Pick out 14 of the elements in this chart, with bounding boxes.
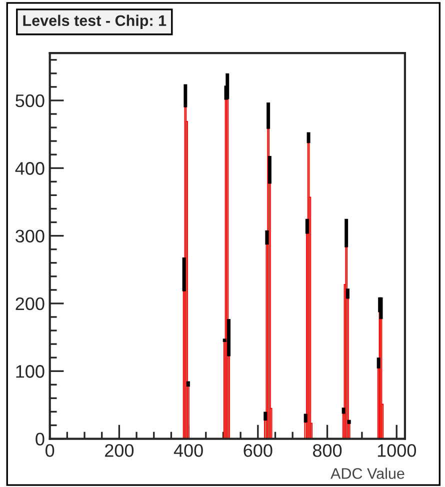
- y-tick-label: 100: [16, 365, 44, 378]
- x-tick-label: 1000: [378, 444, 416, 457]
- y-tick-label: 200: [16, 297, 44, 310]
- x-tick-label: 0: [46, 444, 54, 457]
- x-tick-label: 400: [174, 444, 203, 457]
- y-tick-label: 500: [16, 94, 44, 108]
- x-tick-label: 200: [105, 444, 134, 457]
- y-tick-label: 400: [15, 162, 44, 175]
- chart-title: Levels test - Chip: 1: [23, 14, 166, 30]
- x-tick-label: 800: [312, 444, 342, 457]
- x-axis-title: ADC Value: [330, 468, 404, 479]
- y-tick-label: 0: [36, 432, 44, 446]
- x-tick-label: 600: [244, 444, 272, 457]
- y-tick-label: 300: [16, 230, 44, 243]
